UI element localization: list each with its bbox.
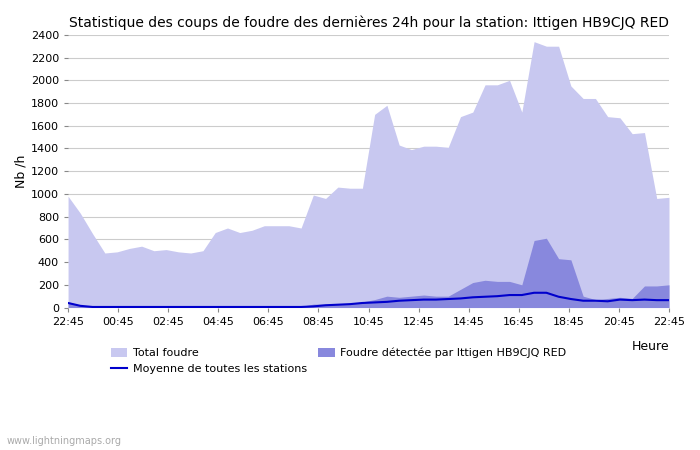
- Text: www.lightningmaps.org: www.lightningmaps.org: [7, 436, 122, 446]
- Y-axis label: Nb /h: Nb /h: [15, 154, 28, 188]
- Title: Statistique des coups de foudre des dernières 24h pour la station: Ittigen HB9CJ: Statistique des coups de foudre des dern…: [69, 15, 668, 30]
- Text: Heure: Heure: [631, 340, 669, 353]
- Legend: Total foudre, Moyenne de toutes les stations, Foudre détectée par Ittigen HB9CJQ: Total foudre, Moyenne de toutes les stat…: [106, 343, 570, 378]
